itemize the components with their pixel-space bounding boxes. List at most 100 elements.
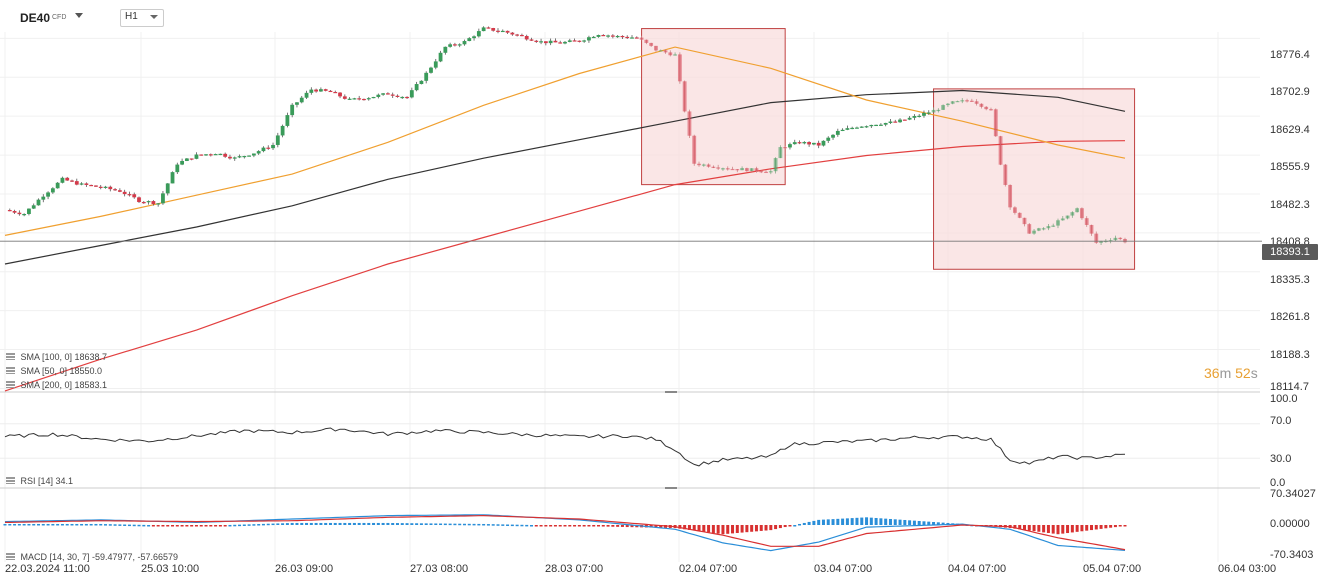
bull-candle: [309, 89, 314, 93]
bull-candle: [878, 124, 883, 126]
macd-histogram-bar: [558, 525, 562, 527]
bear-candle: [1094, 233, 1099, 243]
bull-candle: [869, 124, 874, 127]
bull-candle: [146, 201, 151, 203]
indicator-legend-sma200[interactable]: SMA [200, 0] 18583.1: [6, 375, 107, 393]
macd-histogram-bar: [793, 525, 797, 527]
indicator-settings-icon[interactable]: [6, 366, 25, 375]
macd-histogram-bar: [123, 524, 127, 526]
indicator-legend-rsi[interactable]: RSI [14] 34.1: [6, 471, 73, 489]
bull-candle: [768, 171, 773, 173]
macd-histogram-bar: [716, 525, 720, 534]
bull-candle: [184, 158, 189, 161]
bear-candle: [362, 98, 366, 101]
rsi-axis-tick: 30.0: [1270, 453, 1292, 465]
bull-candle: [1099, 241, 1103, 243]
bull-candle: [170, 172, 175, 184]
price-axis-tick: 18114.7: [1270, 381, 1309, 393]
bull-candle: [1036, 228, 1041, 231]
macd-histogram-bar: [927, 521, 931, 525]
macd-histogram-bar: [458, 523, 462, 526]
bull-candle: [615, 35, 620, 38]
bear-candle: [730, 168, 735, 171]
macd-histogram-bar: [702, 525, 706, 532]
indicator-settings-icon[interactable]: [6, 476, 25, 485]
bull-candle: [936, 109, 941, 112]
macd-histogram-bar: [22, 523, 26, 526]
bear-candle: [17, 212, 22, 215]
indicator-legend-sma50[interactable]: SMA [50, 0] 18550.0: [6, 361, 102, 379]
macd-histogram-bar: [778, 525, 782, 529]
macd-histogram-bar: [1099, 525, 1103, 529]
macd-histogram-bar: [888, 518, 892, 525]
macd-axis-tick: 0.00000: [1270, 518, 1310, 530]
bull-candle: [36, 199, 41, 206]
macd-histogram-bar: [563, 525, 567, 527]
bear-candle: [74, 181, 79, 185]
macd-histogram-bar: [735, 525, 739, 533]
sma-200-legend: SMA [200, 0] 18583.1: [20, 380, 108, 390]
bear-candle: [993, 109, 998, 137]
macd-histogram-bar: [32, 523, 36, 526]
bull-candle: [419, 80, 424, 85]
chevron-down-icon[interactable]: [150, 15, 158, 19]
macd-histogram-bar: [611, 525, 615, 527]
bear-candle: [1008, 184, 1013, 208]
macd-histogram-bar: [692, 525, 696, 531]
macd-histogram-bar: [453, 523, 457, 526]
bull-candle: [548, 40, 553, 44]
macd-histogram-bar: [654, 525, 658, 528]
bear-candle: [816, 142, 821, 146]
macd-histogram-bar: [70, 523, 74, 526]
indicator-settings-icon[interactable]: [6, 552, 25, 561]
macd-histogram-bar: [238, 524, 242, 527]
chevron-down-icon[interactable]: [75, 13, 83, 18]
countdown-seconds-unit: s: [1250, 365, 1258, 381]
bull-candle: [218, 153, 223, 156]
macd-histogram-bar: [754, 525, 758, 532]
macd-histogram-bar: [812, 520, 816, 525]
macd-histogram-bar: [1075, 525, 1079, 532]
bear-candle: [505, 30, 510, 33]
macd-histogram-bar: [630, 525, 634, 528]
symbol-selector[interactable]: DE40: [20, 11, 51, 25]
bear-candle: [620, 35, 625, 38]
indicator-settings-icon[interactable]: [6, 380, 25, 389]
bull-candle: [366, 98, 371, 100]
indicator-legend-sma100[interactable]: SMA [100, 0] 18638.7: [6, 347, 107, 365]
macd-histogram-bar: [372, 522, 376, 525]
bull-candle: [658, 50, 663, 52]
bull-candle: [960, 100, 965, 102]
timeframe-dropdown[interactable]: [120, 9, 164, 27]
bear-candle: [524, 36, 529, 40]
bear-candle: [764, 171, 768, 174]
bull-candle: [907, 117, 912, 120]
bear-candle: [228, 156, 232, 159]
macd-histogram-bar: [553, 525, 557, 527]
bull-candle: [376, 94, 381, 97]
bear-candle: [1123, 238, 1127, 243]
bull-candle: [275, 135, 280, 145]
bear-candle: [338, 92, 342, 97]
macd-histogram-bar: [534, 525, 538, 527]
macd-histogram-bar: [711, 525, 715, 533]
bull-candle: [778, 147, 783, 159]
macd-histogram-bar: [860, 517, 864, 525]
bull-candle: [290, 104, 295, 116]
bear-candle: [649, 42, 654, 46]
sma-100-legend: SMA [100, 0] 18638.7: [20, 352, 108, 362]
bear-candle: [716, 167, 721, 169]
indicator-settings-icon[interactable]: [6, 352, 25, 361]
bull-candle: [46, 192, 50, 197]
bull-candle: [467, 38, 472, 42]
macd-histogram-bar: [13, 523, 17, 526]
macd-histogram-bar: [740, 525, 744, 533]
macd-histogram-bar: [587, 525, 591, 527]
bear-candle: [12, 210, 17, 213]
bear-candle: [807, 142, 812, 145]
macd-histogram-bar: [271, 523, 275, 526]
rsi-line: [4, 427, 1126, 467]
bear-candle: [998, 136, 1003, 165]
indicator-legend-macd[interactable]: MACD [14, 30, 7] -59.47977, -57.66579: [6, 547, 178, 565]
